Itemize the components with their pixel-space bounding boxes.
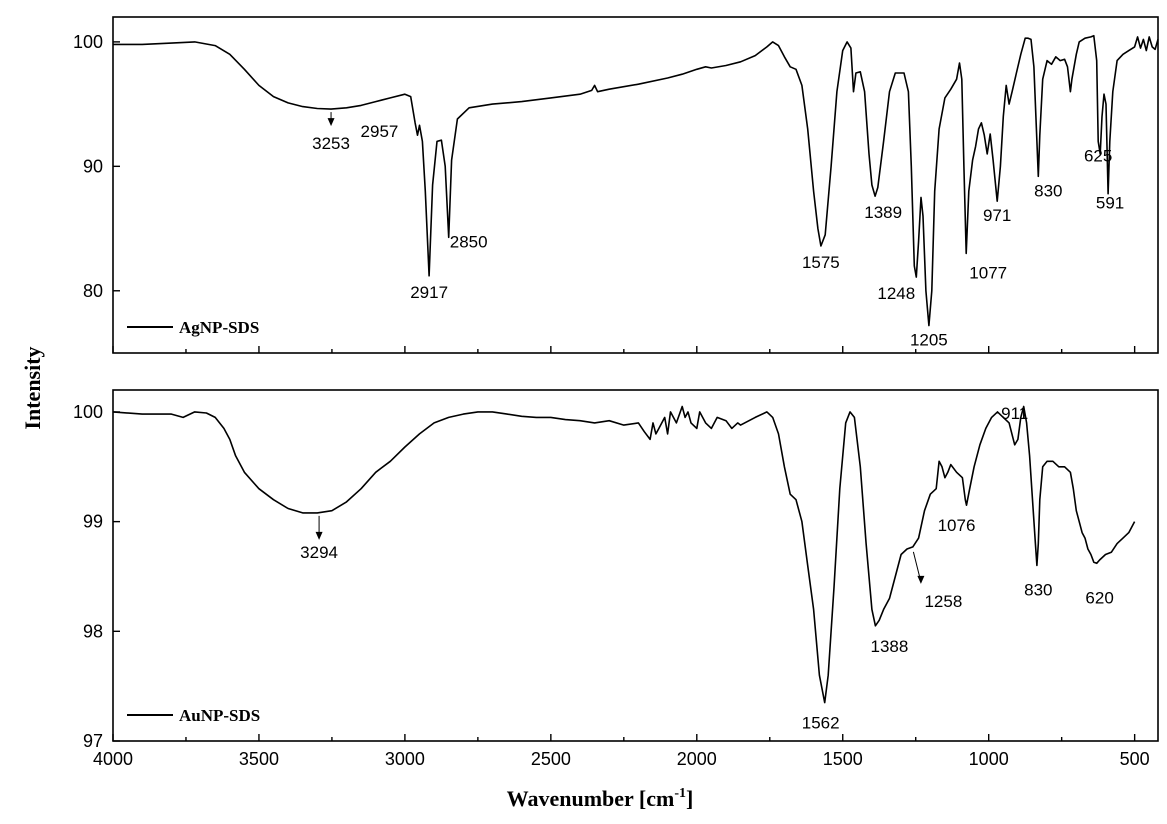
peak-label-2917: 2917 <box>410 283 448 302</box>
peak-label-1248: 1248 <box>877 284 915 303</box>
peak-label-3294: 3294 <box>300 543 338 562</box>
annotation-arrowhead <box>917 575 925 584</box>
peak-label-625: 625 <box>1084 146 1112 165</box>
peak-label-1575: 1575 <box>802 253 840 272</box>
chart-panels: 80 90 100 AgNP-SDS 3253 2957 2917 2850 1575 1389 1… <box>73 16 1159 769</box>
y-axis-title-text: Intensity <box>20 346 45 429</box>
x-axis-title-superscript: -1 <box>674 786 686 801</box>
panel-aunp-sds: 97 98 99 100 4000 3500 3000 2500 2000 1500 1000 500… <box>73 389 1159 769</box>
peak-label-620: 620 <box>1085 588 1113 607</box>
peak-label-1076: 1076 <box>938 516 976 535</box>
x-axis-title-end: ] <box>686 786 693 811</box>
peak-label-2957: 2957 <box>361 122 399 141</box>
panel-agnp-sds: 80 90 100 AgNP-SDS 3253 2957 2917 2850 1575 1389 1… <box>73 16 1159 354</box>
y-tick-label: 90 <box>83 156 103 176</box>
peak-label-1258: 1258 <box>924 592 962 611</box>
annotation-arrowhead <box>327 118 335 127</box>
x-tick-label: 4000 <box>93 749 133 769</box>
x-tick-label: 1000 <box>969 749 1009 769</box>
peak-label-1205: 1205 <box>910 331 948 350</box>
y-tick-label: 98 <box>83 621 103 641</box>
peak-label-1389: 1389 <box>864 203 902 222</box>
x-tick-label: 3500 <box>239 749 279 769</box>
annotation-arrowhead <box>315 531 323 540</box>
spectrum-line-agnp-sds <box>113 34 1159 327</box>
peak-label-1077: 1077 <box>969 263 1007 282</box>
legend-label: AgNP-SDS <box>179 318 259 337</box>
y-tick-label: 100 <box>73 402 103 422</box>
spectrum-line-aunp-sds <box>112 405 1136 704</box>
x-tick-label: 1500 <box>823 749 863 769</box>
peak-label-1388: 1388 <box>871 637 909 656</box>
y-axis-title: Intensity <box>20 346 45 429</box>
y-tick-label: 80 <box>83 281 103 301</box>
peak-label-830: 830 <box>1034 181 1062 200</box>
peak-label-591: 591 <box>1096 194 1124 213</box>
plot-frame <box>112 16 1159 354</box>
peak-label-3253: 3253 <box>312 134 350 153</box>
peak-label-830: 830 <box>1024 581 1052 600</box>
x-tick-label: 3000 <box>385 749 425 769</box>
x-tick-label: 2000 <box>677 749 717 769</box>
peak-label-971: 971 <box>983 206 1011 225</box>
y-tick-label: 100 <box>73 32 103 52</box>
plot-frame <box>112 389 1159 742</box>
y-tick-label: 97 <box>83 731 103 751</box>
peak-label-911: 911 <box>1001 404 1028 423</box>
peak-label-1562: 1562 <box>802 714 840 733</box>
y-tick-label: 99 <box>83 512 103 532</box>
x-axis-title-text: Wavenumber [cm <box>507 786 675 811</box>
legend-label: AuNP-SDS <box>179 706 260 725</box>
x-axis-title: Wavenumber [cm-1] <box>507 786 694 811</box>
peak-label-2850: 2850 <box>450 232 488 251</box>
x-tick-label: 500 <box>1120 749 1150 769</box>
x-tick-label: 2500 <box>531 749 571 769</box>
